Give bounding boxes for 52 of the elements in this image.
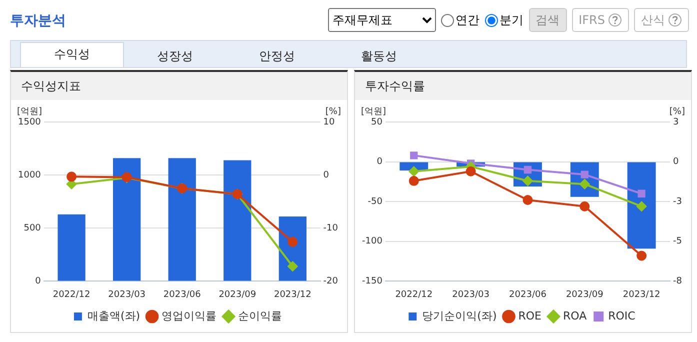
text: IFRS [572,8,629,32]
y2-tick-label: -8 [673,276,682,287]
text: 연간 [454,12,480,28]
y-tick-label: -150 [362,276,383,287]
chart-title: 수익성지표 [11,72,347,100]
y2-tick-label: -5 [673,236,682,247]
y2-axis-title: [%] [669,106,685,117]
text: 산식 [634,8,689,32]
text: 활동성 [360,48,398,65]
legend-label: 당기순이익(좌) [422,309,497,322]
text: 주재무제표 [328,8,436,32]
y2-tick-label: 0 [673,157,680,168]
x-tick-label: 2023/09 [566,290,604,300]
y-tick-label: 1000 [18,170,42,180]
y-tick-label: 0 [376,157,383,168]
y-tick-label: -50 [368,196,383,207]
x-tick-label: 2022/12 [52,290,90,300]
y-tick-label: 50 [370,117,383,128]
y-axis-title: [억원] [361,106,386,117]
x-tick-label: 2023/06 [509,290,547,300]
chart-title: 투자수익률 [355,72,691,100]
text: 성장성 [156,48,194,65]
y2-tick-label: -3 [673,196,682,207]
y2-tick-label: 3 [673,117,679,128]
legend-label: ROIC [608,309,636,322]
y-tick-label: 1500 [18,117,42,128]
legend-label: ROA [562,309,588,322]
y-tick-label: 500 [24,223,42,234]
y-tick-label: -100 [362,236,383,247]
x-tick-label: 2023/12 [622,290,660,300]
x-tick-label: 2023/09 [218,290,256,300]
legend-label: 순이익률 [238,309,282,322]
x-tick-label: 2023/03 [108,290,146,300]
text: 투자분석 [10,12,66,30]
y2-tick-label: -10 [323,223,338,234]
y-tick-label: 0 [35,276,42,287]
legend-label: ROE [518,309,542,322]
y2-tick-label: 0 [323,170,330,180]
legend-label: 영업이익률 [162,309,217,322]
y-axis-title: [억원] [17,106,42,117]
x-tick-label: 2023/03 [452,290,490,300]
x-tick-label: 2023/12 [274,290,312,300]
y2-axis-title: [%] [325,106,341,117]
x-tick-label: 2022/12 [395,290,433,300]
text: 검색 [528,8,567,32]
y2-tick-label: 10 [323,117,336,128]
text: 수익성 [20,42,124,67]
y2-tick-label: -20 [323,276,338,287]
x-tick-label: 2023/06 [163,290,202,300]
text: 안정성 [258,48,296,65]
legend-label: 매출액(좌) [87,309,140,322]
text: 분기 [498,12,524,28]
